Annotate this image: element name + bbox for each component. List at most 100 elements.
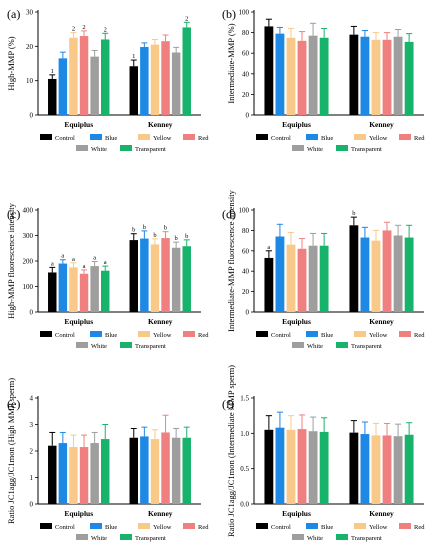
y-tick-label: 2 [30,448,34,456]
legend-label-transparent: Transparent [135,146,166,153]
bar-control-equiplus [264,26,274,116]
legend-swatch-transparent [336,342,348,348]
y-tick-label: 100 [239,207,250,215]
legend-label-blue: Blue [321,332,333,339]
significance-label: b [164,225,167,232]
panel-label: (e) [7,397,20,411]
legend-swatch-transparent [120,145,132,151]
x-category-label: Equiplus [64,317,93,326]
bar-red-kenney [382,39,392,116]
y-axis-label: Intermediate-MMP (%) [226,23,236,103]
bar-blue-kenney [360,36,370,115]
legend-label-transparent: Transparent [135,343,166,350]
bar-blue-kenney [360,434,370,504]
y-axis-label: Ratio JC1agg/JC1mon (Intermediate MMP sp… [226,365,236,537]
bar-white-equiplus [308,431,318,504]
y-axis-label: Intermediate-MMP fluorescence intensity [226,189,236,332]
legend-swatch-blue [306,331,318,337]
bar-control-equiplus [48,445,57,504]
panel-label: (b) [222,7,236,21]
bar-control-equiplus [264,257,274,312]
legend-swatch-control [40,331,52,337]
y-tick-label: 0.0 [240,501,249,509]
significance-label: b [153,232,156,239]
y-tick-label: 0 [30,501,34,509]
chart-panel-5: (e) 0 1 2 3 4 Ratio JC1agg/JC1mon (High MMP sp… [6,378,209,542]
legend-swatch-white [76,145,88,151]
bar-transparent-equiplus [100,439,110,504]
y-tick-label: 1 [30,474,34,482]
legend-label-control: Control [271,524,291,531]
x-category-label: Equiplus [64,120,93,129]
legend-label-white: White [91,343,107,350]
x-category-label: Equiplus [64,509,93,518]
bar-red-kenney [382,230,392,312]
legend-label-yellow: Yellow [153,135,172,142]
bar-control-kenney [129,240,139,312]
bar-white-kenney [171,52,181,115]
x-category-label: Equiplus [282,509,311,518]
legend-swatch-blue [306,134,318,140]
bar-red-kenney [161,432,170,504]
x-category-label: Equiplus [282,317,311,326]
y-tick-label: 1.0 [240,430,249,438]
bar-yellow-equiplus [69,447,78,504]
chart-panel-3: (c) 0 100 200 300 400 High-MMP fluorescence in… [6,202,209,350]
significance-label: b [352,210,355,217]
panel-label: (c) [7,207,20,221]
legend-label-red: Red [198,135,209,142]
x-category-label: Kenney [369,120,394,129]
y-tick-label: 60 [242,247,250,255]
legend-label-control: Control [55,524,75,531]
legend-label-yellow: Yellow [369,332,388,339]
legend-swatch-control [256,134,268,140]
bar-red-equiplus [79,273,89,312]
bar-white-kenney [393,436,403,504]
chart-panel-6: (f) 0.0 0.5 1.0 1.5 Ratio JC1agg/JC1mon (Inte… [222,365,425,542]
bar-control-kenney [349,225,359,312]
bar-transparent-equiplus [100,39,110,115]
bar-white-equiplus [308,35,318,115]
bar-red-kenney [161,41,170,115]
legend-swatch-yellow [138,331,150,337]
bar-white-kenney [393,235,403,312]
bar-red-kenney [161,238,170,312]
significance-label: 2 [82,24,85,31]
bar-control-equiplus [48,272,57,312]
bar-red-equiplus [297,429,307,504]
legend-label-yellow: Yellow [369,524,388,531]
bar-yellow-kenney [150,44,160,115]
legend-swatch-control [256,331,268,337]
bar-white-kenney [171,247,181,312]
bar-red-equiplus [79,447,89,504]
bar-yellow-equiplus [286,429,296,504]
panel-label: (d) [222,207,236,221]
significance-label: a [104,259,107,266]
legend-swatch-white [292,342,304,348]
bar-blue-kenney [140,436,149,504]
bar-blue-equiplus [275,236,285,312]
x-category-label: Kenney [148,317,173,326]
y-axis-label: High-MMP fluorescence intensity [6,202,16,319]
bar-white-kenney [393,36,403,115]
legend-label-transparent: Transparent [351,146,382,153]
legend-label-control: Control [271,332,291,339]
bar-red-equiplus [297,40,307,116]
significance-label: a [61,253,64,260]
legend-swatch-control [40,134,52,140]
significance-label: 1 [132,53,135,60]
significance-label: a [93,255,96,262]
bar-white-equiplus [90,443,99,504]
bar-blue-equiplus [275,33,285,115]
bar-control-kenney [349,34,359,115]
legend-swatch-yellow [354,134,366,140]
legend-swatch-transparent [120,342,132,348]
bar-white-equiplus [90,56,99,115]
bar-control-kenney [349,432,359,504]
bar-blue-equiplus [58,443,68,504]
significance-label: a [51,260,54,267]
legend-label-yellow: Yellow [153,524,172,531]
bar-transparent-kenney [182,246,191,312]
